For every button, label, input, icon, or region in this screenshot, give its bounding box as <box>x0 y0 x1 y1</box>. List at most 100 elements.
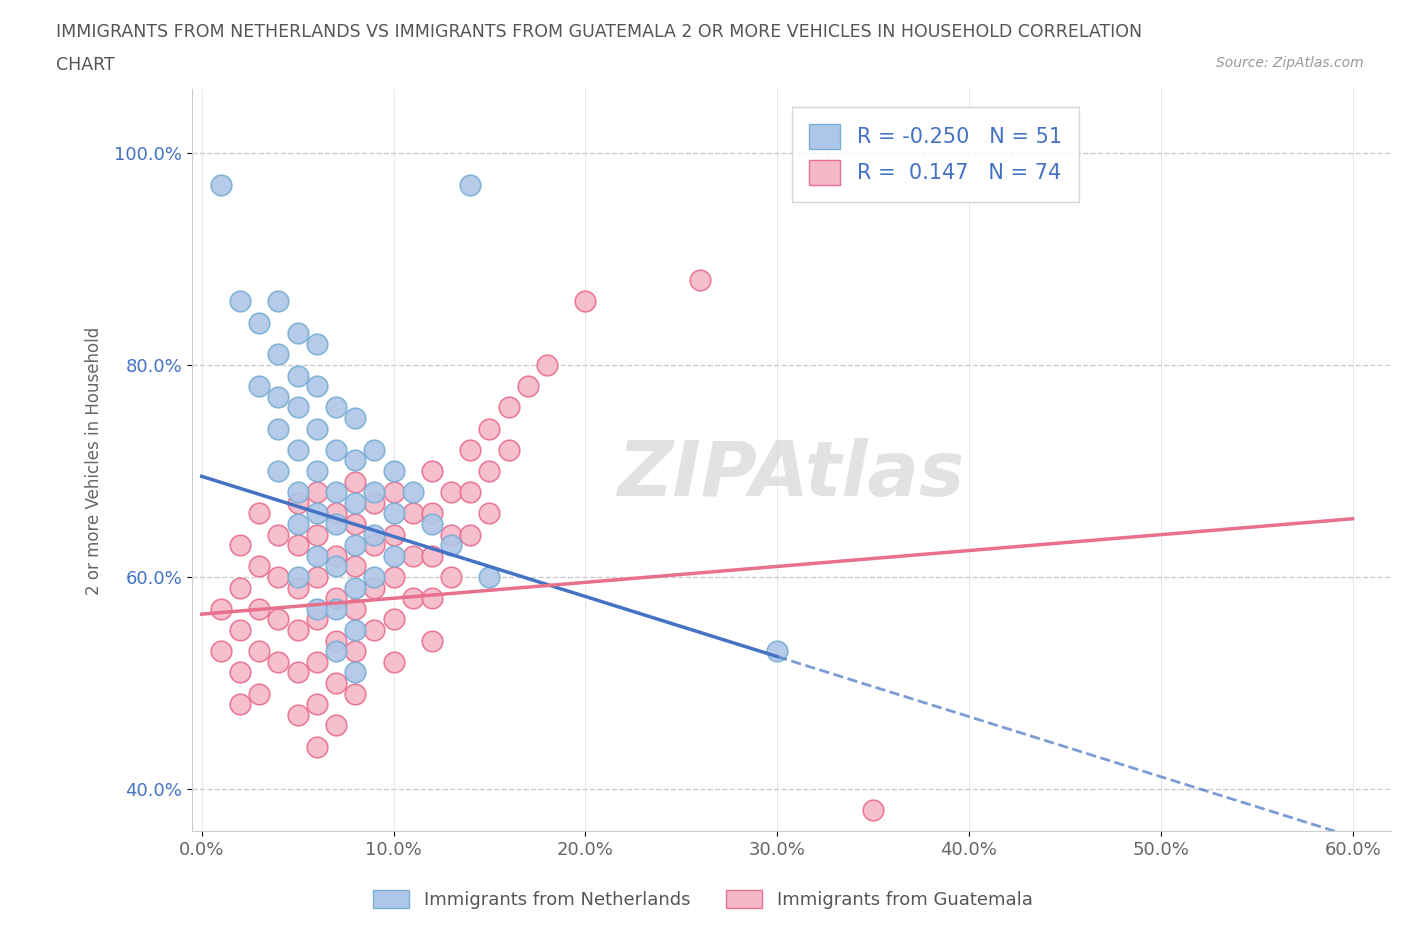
Point <box>325 644 347 658</box>
Point <box>325 559 347 574</box>
Point <box>420 591 443 605</box>
Point <box>305 337 328 352</box>
Point <box>363 485 385 499</box>
Text: IMMIGRANTS FROM NETHERLANDS VS IMMIGRANTS FROM GUATEMALA 2 OR MORE VEHICLES IN H: IMMIGRANTS FROM NETHERLANDS VS IMMIGRANT… <box>56 23 1142 41</box>
Point <box>267 421 290 436</box>
Legend: R = -0.250   N = 51, R =  0.147   N = 74: R = -0.250 N = 51, R = 0.147 N = 74 <box>792 107 1078 202</box>
Point <box>382 506 405 521</box>
Point <box>363 580 385 595</box>
Legend: Immigrants from Netherlands, Immigrants from Guatemala: Immigrants from Netherlands, Immigrants … <box>366 883 1040 916</box>
Point <box>344 559 367 574</box>
Point <box>267 655 290 670</box>
Point <box>440 538 463 552</box>
Point <box>287 708 309 723</box>
Point <box>363 496 385 511</box>
Point <box>247 506 270 521</box>
Point <box>440 485 463 499</box>
Point <box>363 443 385 458</box>
Point <box>287 622 309 637</box>
Point <box>267 463 290 478</box>
Point <box>305 463 328 478</box>
Point <box>478 421 501 436</box>
Point <box>247 559 270 574</box>
Point <box>267 347 290 362</box>
Point <box>305 602 328 617</box>
Point <box>516 379 538 393</box>
Point <box>458 485 481 499</box>
Point <box>363 527 385 542</box>
Point <box>229 538 252 552</box>
Point <box>305 506 328 521</box>
Point <box>382 485 405 499</box>
Point <box>344 538 367 552</box>
Point <box>305 379 328 393</box>
Point <box>440 527 463 542</box>
Point <box>267 569 290 584</box>
Point <box>382 463 405 478</box>
Point <box>325 602 347 617</box>
Point <box>478 506 501 521</box>
Point <box>325 485 347 499</box>
Point <box>344 580 367 595</box>
Point <box>325 516 347 531</box>
Point <box>420 506 443 521</box>
Point <box>305 549 328 564</box>
Point <box>862 803 884 817</box>
Point <box>363 538 385 552</box>
Point <box>420 549 443 564</box>
Point <box>689 272 711 287</box>
Point <box>344 622 367 637</box>
Point <box>402 506 425 521</box>
Point <box>344 453 367 468</box>
Point <box>287 443 309 458</box>
Point <box>382 569 405 584</box>
Point <box>344 665 367 680</box>
Point <box>287 326 309 340</box>
Point <box>458 527 481 542</box>
Point <box>478 569 501 584</box>
Point <box>287 496 309 511</box>
Point <box>305 739 328 754</box>
Point <box>536 358 558 373</box>
Point <box>458 178 481 193</box>
Point <box>229 294 252 309</box>
Point <box>229 622 252 637</box>
Point <box>267 294 290 309</box>
Point <box>267 527 290 542</box>
Point <box>363 569 385 584</box>
Point <box>382 527 405 542</box>
Point <box>440 569 463 584</box>
Point <box>247 315 270 330</box>
Point <box>325 549 347 564</box>
Point <box>344 602 367 617</box>
Point <box>305 612 328 627</box>
Point <box>766 644 789 658</box>
Point <box>344 644 367 658</box>
Point <box>287 516 309 531</box>
Point <box>267 612 290 627</box>
Point <box>247 602 270 617</box>
Point <box>305 421 328 436</box>
Point <box>402 591 425 605</box>
Point <box>325 718 347 733</box>
Point <box>287 485 309 499</box>
Point <box>325 591 347 605</box>
Point <box>574 294 596 309</box>
Point <box>344 410 367 425</box>
Point <box>382 612 405 627</box>
Point <box>209 644 232 658</box>
Point <box>325 443 347 458</box>
Point <box>305 527 328 542</box>
Point <box>344 516 367 531</box>
Point <box>498 400 520 415</box>
Point <box>305 655 328 670</box>
Point <box>420 516 443 531</box>
Point <box>247 644 270 658</box>
Point <box>478 463 501 478</box>
Point <box>305 697 328 711</box>
Point <box>574 877 596 892</box>
Point <box>325 506 347 521</box>
Point <box>344 686 367 701</box>
Point <box>382 549 405 564</box>
Point <box>287 368 309 383</box>
